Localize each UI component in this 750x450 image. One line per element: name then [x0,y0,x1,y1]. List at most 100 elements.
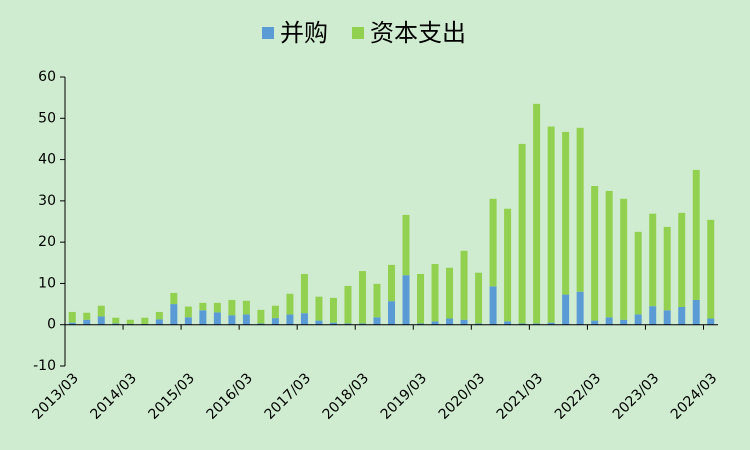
bar-segment [344,323,352,325]
bar-segment [213,302,221,313]
bar-segment [591,185,599,321]
bar-segment [402,275,410,325]
bar-segment [576,291,584,325]
bar-segment [692,299,700,325]
bar-segment [373,283,381,318]
bar-segment [373,317,381,325]
bar-segment [228,299,236,316]
bar-segment [649,213,657,307]
bar-segment [417,273,425,324]
bar-segment [402,214,410,276]
bar-segment [388,264,395,302]
bar-segment [678,212,686,307]
bar-segment [358,323,366,325]
bar-segment [329,322,337,325]
x-tick-label: 2017/03 [262,370,314,422]
bar-segment [286,314,294,325]
x-tick-label: 2019/03 [378,370,430,422]
bar-segment [489,198,497,287]
bar-segment [489,286,497,325]
bar-segment [388,301,395,325]
y-tick-label: 0 [47,317,56,333]
bar-segment [126,319,134,324]
bar-segment [257,309,265,324]
bar-segment [460,250,468,320]
bar-segment [547,322,555,325]
x-tick-label: 2014/03 [88,370,140,422]
x-tick-label: 2024/03 [668,370,720,422]
x-tick-label: 2015/03 [146,370,198,422]
bar-segment [576,127,584,292]
bar-segment [184,306,192,318]
bar-segment [97,305,105,317]
bar-segment [271,305,279,319]
bar-segment [315,320,323,325]
y-tick-label: 40 [38,152,56,168]
legend-swatch [352,27,364,39]
bar-segment [83,312,91,320]
bar-segment [329,297,337,323]
x-tick-label: 2018/03 [320,370,372,422]
bar-segment [170,304,178,325]
legend-label: 资本支出 [370,19,466,47]
bar-segment [620,319,628,325]
x-tick-label: 2023/03 [610,370,662,422]
bar-segment [315,296,323,321]
y-tick-label: 30 [38,193,56,209]
y-tick-label: 10 [38,275,56,291]
bar-segment [199,310,207,325]
bar-segment [518,323,526,325]
bar-segment [431,264,439,322]
x-tick-label: 2016/03 [204,370,256,422]
bar-segment [199,302,207,311]
bar-segment [68,322,76,325]
x-tick-label: 2022/03 [552,370,604,422]
bar-segment [213,312,221,325]
bar-segment [141,317,149,324]
bar-segment [591,320,599,325]
y-tick-label: 50 [38,110,56,126]
bar-segment [417,323,425,325]
bar-segment [649,306,657,325]
bar-segment [533,103,541,324]
bar-segment [634,231,642,315]
bar-segment [344,285,352,324]
bar-segment [155,319,163,325]
bar-segment [707,219,715,319]
bar-segment [286,293,294,315]
bar-segment [692,169,700,300]
bar-segment [620,198,628,320]
bar-segment [475,323,483,325]
x-tick-label: 2013/03 [29,370,81,422]
bar-segment [504,208,512,322]
bar-segment [533,323,541,325]
bar-segment [446,318,454,325]
legend-label: 并购 [280,19,328,47]
bar-segment [242,300,250,315]
bar-segment [358,271,366,324]
bar-segment [562,131,570,295]
bar-segment [605,190,613,318]
bar-segment [518,143,526,324]
bar-segment [112,317,120,324]
x-tick-label: 2021/03 [494,370,546,422]
bar-segment [562,294,570,325]
y-tick-label: 20 [38,234,56,250]
legend: 并购 资本支出 [262,19,466,47]
bar-segment [504,321,512,325]
bar-segment [663,226,671,311]
bar-segment [605,317,613,325]
bar-segment [228,315,236,325]
bar-segment [678,306,686,325]
bar-segment [300,313,308,325]
bar-segment [634,314,642,325]
bar-segment [242,314,250,325]
bar-segment [155,311,163,320]
bar-segment [460,319,468,325]
y-tick-label: 60 [38,69,56,85]
bar-segment [170,292,178,305]
bar-segment [184,317,192,325]
bar-segment [112,323,120,325]
bar-segment [446,267,454,319]
